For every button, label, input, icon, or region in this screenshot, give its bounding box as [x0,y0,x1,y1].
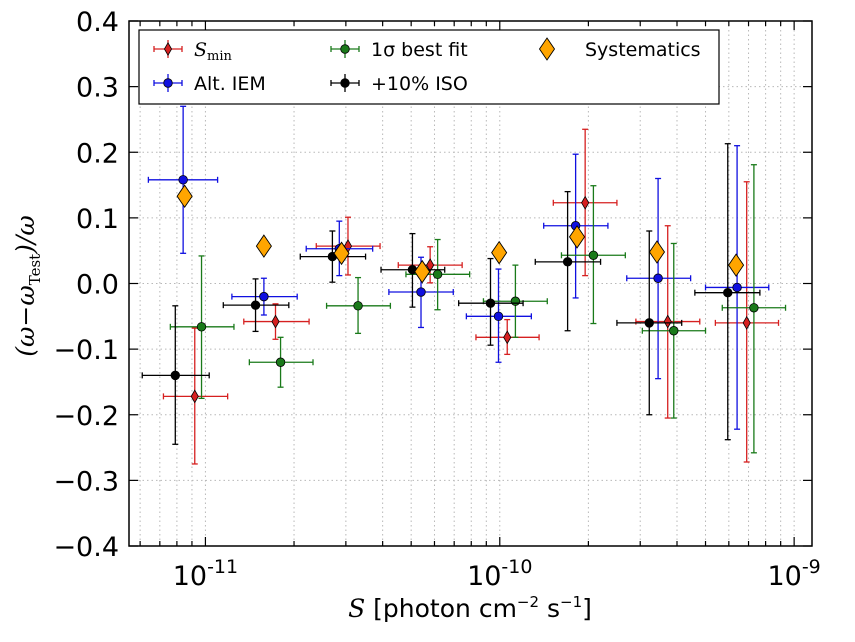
x-tick-label: 10-9 [767,556,820,592]
data-point [190,389,199,404]
data-point [353,301,363,311]
y-tick-label: 0.4 [76,7,119,38]
legend-item-3: +10% ISO [330,73,468,95]
data-point [426,258,435,273]
x-label-mid: s [539,594,560,623]
data-point [732,282,742,293]
x-tick-label-base: 10 [173,561,207,592]
legend-label: Smin [194,39,233,64]
x-tick-label-base: 10 [467,561,501,592]
x-label-sup1: −2 [517,593,539,611]
data-point [170,370,180,381]
legend-label-sub: min [207,49,232,64]
x-tick-label-exponent: -10 [501,556,532,578]
x-label-symbol: S [348,594,365,623]
data-point [723,287,733,298]
data-point [728,253,745,277]
data-point [432,269,443,280]
data-point [255,234,272,258]
data-point [259,291,269,302]
legend-label-main: S [194,39,207,61]
data-point [414,259,431,284]
data-point [493,311,504,322]
y-tick-label: 0.3 [76,73,119,104]
x-axis-label: S [photon cm−2 s−1] [348,593,592,623]
legend-marker [340,78,350,88]
data-point [178,175,188,185]
data-point [510,296,521,306]
x-label-end: ] [582,594,592,623]
x-label-sup2: −1 [560,593,582,611]
data-point [196,322,207,332]
data-point [742,315,751,330]
x-tick-label: 10-10 [467,556,532,592]
series-2 [169,164,787,454]
legend-item-2: 1σ best fit [330,39,468,61]
data-point [663,314,672,329]
series-layer [141,105,787,465]
series-3 [141,143,761,445]
legend-marker [340,44,350,54]
x-tick-label-exponent: -11 [207,556,238,578]
legend-label: Systematics [585,39,701,61]
legend-item-1: Alt. IEM [153,73,266,95]
y-tick-label: −0.2 [53,401,119,432]
legend-label: +10% ISO [371,73,468,95]
series-4 [176,184,745,284]
y-tick-label: 0.0 [76,270,119,301]
legend-marker [538,37,556,61]
data-point [275,357,286,367]
data-point [568,225,586,249]
data-point [749,303,759,313]
y-tick-label: −0.3 [53,466,119,497]
data-point [176,184,193,209]
y-axis-label: (ω−ωTest)/ω [11,215,44,357]
data-point [416,287,426,297]
x-tick-label-exponent: -9 [802,556,821,578]
y-tick-label: −0.4 [53,532,119,563]
legend-marker [163,42,173,56]
legend-item-4: Systematics [538,37,701,61]
legend-label: Alt. IEM [194,73,266,95]
y-tick-label: −0.1 [53,335,119,366]
y-label-sub: Test [26,254,44,285]
data-point [271,314,280,329]
series-1 [147,105,770,430]
data-point [250,300,261,310]
y-label-open: (ω−ω [11,285,40,356]
data-point [588,250,599,260]
data-point [491,240,508,265]
legend-item-0: Smin [153,39,233,64]
ticks: 10-11 10-10 10-90.40.30.20.10.0−0.1−0.2−0.… [53,7,820,592]
x-tick-label-base: 10 [767,561,801,592]
x-label-text: [photon cm [365,594,517,623]
data-point [669,326,679,336]
data-point [562,257,573,267]
legend-marker [163,78,173,88]
y-tick-label: 0.1 [76,204,119,235]
y-label-close: )/ω [11,215,40,255]
legend: Smin Alt. IEM 1σ best fit +10% ISO Systemati… [138,29,720,105]
data-point [485,298,496,308]
data-point [503,330,512,345]
data-point [648,240,666,264]
data-point [581,195,590,210]
data-point [333,241,350,266]
data-point [653,273,663,283]
data-point [644,318,654,328]
legend-box [138,29,720,105]
grid [129,21,812,546]
legend-label: 1σ best fit [371,39,468,61]
series-0 [162,128,780,465]
y-tick-label: 0.2 [76,138,119,169]
x-tick-label: 10-11 [173,556,238,592]
